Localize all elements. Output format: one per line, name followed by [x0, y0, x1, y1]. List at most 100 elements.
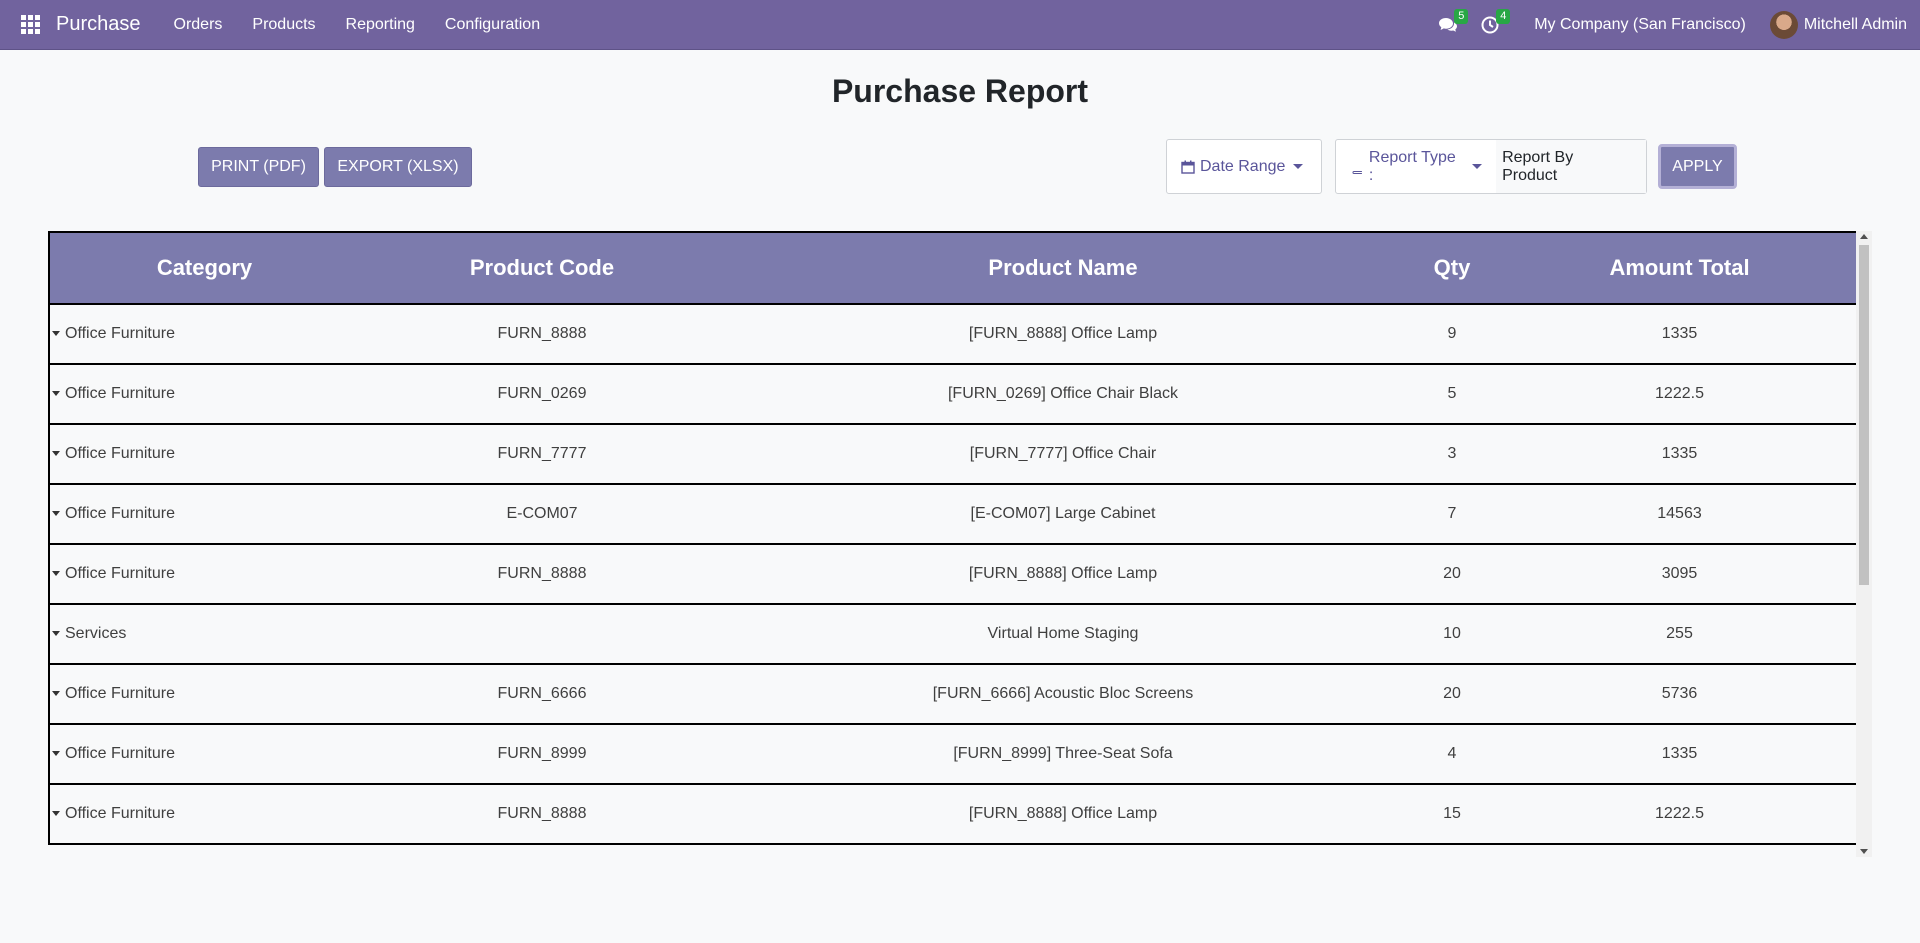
qty-cell: 9: [1401, 304, 1503, 365]
category-cell[interactable]: Office Furniture: [48, 424, 359, 485]
column-header-amount-total: Amount Total: [1503, 231, 1858, 305]
amount-total-cell: 3095: [1503, 544, 1858, 605]
caret-down-icon: [52, 631, 60, 637]
product-name-cell: Virtual Home Staging: [725, 604, 1401, 665]
qty-cell: 20: [1401, 544, 1503, 605]
report-type-dropdown[interactable]: Report Type : Report By Product: [1335, 139, 1647, 194]
clock-icon: [1481, 16, 1499, 34]
amount-total-cell: 14563: [1503, 484, 1858, 545]
scroll-down-arrow-icon[interactable]: [1860, 849, 1868, 854]
product-name-cell: [E-COM07] Large Cabinet: [725, 484, 1401, 545]
export-xlsx-button[interactable]: EXPORT (XLSX): [324, 147, 472, 187]
product-code-cell: FURN_7777: [359, 424, 725, 485]
caret-down-icon: [52, 331, 60, 337]
table-row[interactable]: Office Furniture FURN_0269 [FURN_0269] O…: [48, 364, 1858, 425]
product-name-cell: [FURN_0269] Office Chair Black: [725, 364, 1401, 425]
scrollbar-thumb[interactable]: [1859, 245, 1869, 585]
category-cell[interactable]: Services: [48, 604, 359, 665]
column-header-category: Category: [48, 231, 359, 305]
qty-cell: 10: [1401, 604, 1503, 665]
amount-total-cell: 1335: [1503, 724, 1858, 785]
report-type-label: Report Type :: [1368, 148, 1456, 184]
amount-total-cell: 255: [1503, 604, 1858, 665]
table-row[interactable]: Office Furniture FURN_8888 [FURN_8888] O…: [48, 784, 1858, 845]
category-text: Office Furniture: [65, 325, 175, 342]
avatar: [1769, 11, 1798, 39]
date-range-dropdown[interactable]: Date Range: [1166, 139, 1322, 194]
menu-item-configuration[interactable]: Configuration: [444, 15, 541, 33]
app-name[interactable]: Purchase: [56, 13, 141, 35]
product-code-cell: FURN_0269: [359, 364, 725, 425]
qty-cell: 5: [1401, 364, 1503, 425]
report-table: Category Product Code Product Name Qty A…: [48, 231, 1858, 845]
amount-total-cell: 1335: [1503, 424, 1858, 485]
table-row[interactable]: Services Virtual Home Staging 10 255: [48, 604, 1858, 665]
page-title: Purchase Report: [831, 73, 1089, 109]
category-text: Office Furniture: [65, 505, 175, 522]
report-type-value: Report By Product: [1496, 140, 1646, 193]
print-pdf-button[interactable]: PRINT (PDF): [198, 147, 319, 187]
user-name: Mitchell Admin: [1803, 16, 1907, 33]
category-text: Office Furniture: [65, 445, 175, 462]
user-menu[interactable]: Mitchell Admin: [1769, 11, 1907, 39]
product-code-cell: E-COM07: [359, 484, 725, 545]
product-name-cell: [FURN_7777] Office Chair: [725, 424, 1401, 485]
category-text: Office Furniture: [65, 565, 175, 582]
table-row[interactable]: Office Furniture FURN_6666 [FURN_6666] A…: [48, 664, 1858, 725]
category-cell[interactable]: Office Furniture: [48, 784, 359, 845]
product-code-cell: [359, 604, 725, 665]
table-row[interactable]: Office Furniture FURN_7777 [FURN_7777] O…: [48, 424, 1858, 485]
apply-button[interactable]: APPLY: [1658, 144, 1737, 189]
table-row[interactable]: Office Furniture FURN_8999 [FURN_8999] T…: [48, 724, 1858, 785]
caret-down-icon: [1293, 164, 1304, 169]
category-cell[interactable]: Office Furniture: [48, 544, 359, 605]
messages-button[interactable]: 5: [1430, 0, 1469, 50]
product-code-cell: FURN_6666: [359, 664, 725, 725]
category-cell[interactable]: Office Furniture: [48, 664, 359, 725]
product-name-cell: [FURN_8888] Office Lamp: [725, 544, 1401, 605]
table-row[interactable]: Office Furniture E-COM07 [E-COM07] Large…: [48, 484, 1858, 545]
column-header-product-code: Product Code: [359, 231, 725, 305]
top-navbar: Purchase Orders Products Reporting Confi…: [0, 0, 1920, 50]
table-scrollbar[interactable]: [1856, 231, 1872, 857]
category-cell[interactable]: Office Furniture: [48, 364, 359, 425]
caret-down-icon: [1472, 164, 1483, 169]
menu-item-orders[interactable]: Orders: [173, 15, 223, 33]
company-switcher[interactable]: My Company (San Francisco): [1534, 16, 1746, 33]
qty-cell: 15: [1401, 784, 1503, 845]
qty-cell: 3: [1401, 424, 1503, 485]
category-cell[interactable]: Office Furniture: [48, 724, 359, 785]
product-code-cell: FURN_8999: [359, 724, 725, 785]
product-name-cell: [FURN_6666] Acoustic Bloc Screens: [725, 664, 1401, 725]
caret-down-icon: [52, 571, 60, 577]
category-cell[interactable]: Office Furniture: [48, 484, 359, 545]
activities-button[interactable]: 4: [1472, 0, 1511, 50]
menu-item-reporting[interactable]: Reporting: [345, 15, 415, 33]
table-row[interactable]: Office Furniture FURN_8888 [FURN_8888] O…: [48, 544, 1858, 605]
book-icon: [1352, 160, 1362, 174]
category-cell[interactable]: Office Furniture: [48, 304, 359, 365]
caret-down-icon: [52, 751, 60, 757]
date-range-label: Date Range: [1200, 157, 1286, 175]
table-header-row: Category Product Code Product Name Qty A…: [48, 231, 1858, 305]
apps-menu-icon[interactable]: [21, 14, 41, 35]
product-name-cell: [FURN_8888] Office Lamp: [725, 304, 1401, 365]
category-text: Office Furniture: [65, 805, 175, 822]
messages-count-badge: 5: [1454, 9, 1469, 24]
menu-item-products[interactable]: Products: [252, 15, 316, 33]
caret-down-icon: [52, 811, 60, 817]
product-code-cell: FURN_8888: [359, 784, 725, 845]
scroll-up-arrow-icon[interactable]: [1860, 234, 1868, 239]
activities-count-badge: 4: [1496, 9, 1511, 24]
report-table-container[interactable]: Category Product Code Product Name Qty A…: [48, 231, 1872, 857]
table-row[interactable]: Office Furniture FURN_8888 [FURN_8888] O…: [48, 304, 1858, 365]
category-text: Services: [65, 625, 127, 642]
amount-total-cell: 1222.5: [1503, 784, 1858, 845]
product-name-cell: [FURN_8999] Three-Seat Sofa: [725, 724, 1401, 785]
qty-cell: 4: [1401, 724, 1503, 785]
qty-cell: 7: [1401, 484, 1503, 545]
category-text: Office Furniture: [65, 385, 175, 402]
caret-down-icon: [52, 391, 60, 397]
calendar-icon: [1181, 160, 1195, 174]
caret-down-icon: [52, 451, 60, 457]
